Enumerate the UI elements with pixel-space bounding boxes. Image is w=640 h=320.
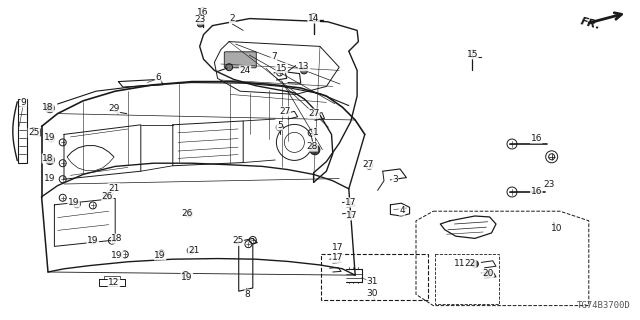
Text: 19: 19 — [44, 133, 56, 142]
Text: 30: 30 — [367, 289, 378, 298]
Text: 26: 26 — [182, 209, 193, 218]
Text: 17: 17 — [332, 253, 343, 262]
Text: 9: 9 — [21, 98, 26, 107]
Text: 26: 26 — [102, 192, 113, 201]
Circle shape — [472, 260, 478, 268]
Text: 21: 21 — [188, 246, 200, 255]
Text: 17: 17 — [345, 198, 356, 207]
Text: 12: 12 — [108, 278, 120, 287]
Text: 19: 19 — [111, 251, 123, 260]
Text: 27: 27 — [362, 160, 374, 169]
Text: 31: 31 — [367, 277, 378, 286]
Text: 15: 15 — [276, 64, 287, 73]
Text: 1: 1 — [313, 128, 318, 137]
Text: 8: 8 — [245, 290, 250, 299]
Text: 19: 19 — [68, 198, 79, 207]
Text: 25: 25 — [28, 128, 40, 137]
Text: 17: 17 — [346, 211, 358, 220]
Text: 29: 29 — [108, 104, 120, 113]
Text: 10: 10 — [551, 224, 563, 233]
Circle shape — [45, 104, 54, 113]
Text: 6: 6 — [156, 73, 161, 82]
Text: FR.: FR. — [579, 17, 602, 31]
Text: 16: 16 — [531, 134, 542, 143]
Text: 27: 27 — [279, 107, 291, 116]
Text: 19: 19 — [154, 251, 166, 260]
Text: 5: 5 — [277, 121, 282, 130]
Text: 16: 16 — [531, 187, 542, 196]
Text: 21: 21 — [108, 184, 120, 193]
Circle shape — [484, 271, 491, 278]
Text: 4: 4 — [399, 206, 404, 215]
Text: 24: 24 — [239, 66, 251, 75]
Text: 18: 18 — [42, 103, 54, 112]
Text: 18: 18 — [111, 234, 123, 243]
Text: 7: 7 — [271, 52, 276, 61]
Text: TG74B3700D: TG74B3700D — [577, 301, 630, 310]
FancyBboxPatch shape — [224, 52, 256, 68]
Text: 23: 23 — [543, 180, 555, 189]
Text: 20: 20 — [482, 269, 493, 278]
Text: 11: 11 — [454, 260, 465, 268]
Text: 28: 28 — [306, 142, 317, 151]
Text: 23: 23 — [195, 15, 206, 24]
Text: 3: 3 — [392, 175, 397, 184]
Text: 19: 19 — [44, 174, 56, 183]
Text: 27: 27 — [308, 109, 319, 118]
Text: 15: 15 — [467, 50, 478, 59]
Text: 19: 19 — [181, 273, 193, 282]
Text: 25: 25 — [232, 236, 244, 245]
Text: 13: 13 — [298, 62, 310, 71]
Circle shape — [301, 67, 307, 74]
Circle shape — [310, 145, 320, 155]
Circle shape — [197, 21, 204, 27]
Text: 22: 22 — [465, 260, 476, 268]
Text: 18: 18 — [42, 154, 54, 163]
Text: 16: 16 — [197, 8, 209, 17]
Circle shape — [226, 64, 232, 71]
Text: 14: 14 — [308, 14, 319, 23]
Circle shape — [45, 156, 54, 164]
Text: 19: 19 — [87, 236, 99, 245]
Text: 2: 2 — [230, 14, 235, 23]
Text: 17: 17 — [332, 243, 343, 252]
